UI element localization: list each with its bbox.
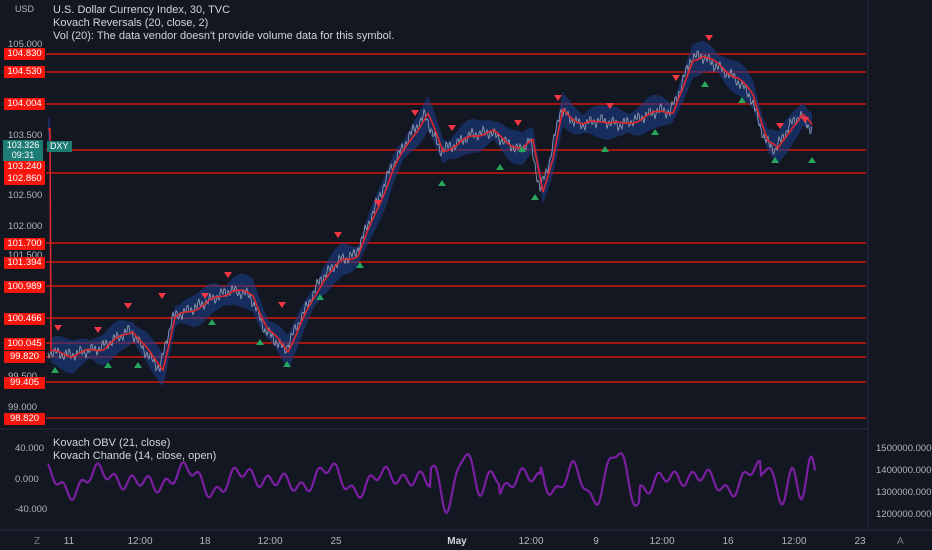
price-tick: 105.000 bbox=[8, 39, 43, 50]
symbol-tag: DXY bbox=[47, 141, 72, 152]
time-tick: 12:00 bbox=[649, 536, 675, 547]
time-tick: 18 bbox=[199, 536, 211, 547]
time-tick: May bbox=[447, 536, 467, 547]
envelope-band bbox=[48, 40, 812, 387]
buy-reversal-marker bbox=[771, 157, 779, 163]
study-volume[interactable]: Vol (20): The data vendor doesn't provid… bbox=[53, 30, 395, 42]
sell-reversal-marker bbox=[224, 272, 232, 278]
level-label: 102.860 bbox=[4, 173, 45, 185]
buy-reversal-marker bbox=[283, 361, 291, 367]
price-tick: 103.500 bbox=[8, 130, 43, 141]
buy-reversal-marker bbox=[104, 362, 112, 368]
sell-reversal-marker bbox=[776, 123, 784, 129]
kovach-chande-line bbox=[47, 452, 817, 514]
moving-average-line bbox=[47, 55, 813, 372]
time-tick: 12:00 bbox=[127, 536, 153, 547]
price-tick: 102.000 bbox=[8, 221, 43, 232]
buy-reversal-marker bbox=[356, 262, 364, 268]
sell-reversal-marker bbox=[448, 125, 456, 131]
buy-reversal-marker bbox=[134, 362, 142, 368]
level-label: 104.004 bbox=[4, 98, 45, 110]
level-label: 104.830 bbox=[4, 48, 45, 60]
level-label: 104.530 bbox=[4, 66, 45, 78]
buy-reversal-marker bbox=[208, 319, 216, 325]
level-label: 100.466 bbox=[4, 313, 45, 325]
sell-reversal-marker bbox=[54, 325, 62, 331]
buy-reversal-marker bbox=[701, 81, 709, 87]
time-tick: 16 bbox=[722, 536, 734, 547]
level-label: 99.405 bbox=[4, 377, 45, 389]
current-price-badge: 103.326 09:31 bbox=[3, 140, 43, 161]
sell-reversal-marker bbox=[514, 120, 522, 126]
obv-tick: 1200000.000 bbox=[876, 509, 932, 520]
sell-reversal-marker bbox=[705, 35, 713, 41]
level-label: 100.045 bbox=[4, 338, 45, 350]
sell-reversal-marker bbox=[94, 327, 102, 333]
reversal-markers bbox=[51, 35, 816, 373]
level-label: 101.700 bbox=[4, 238, 45, 250]
obv-tick: 1300000.000 bbox=[876, 487, 932, 498]
buy-reversal-marker bbox=[316, 294, 324, 300]
study-kovach-chande[interactable]: Kovach Chande (14, close, open) bbox=[53, 450, 217, 462]
current-price: 103.326 bbox=[6, 140, 40, 150]
study-kovach-reversals[interactable]: Kovach Reversals (20, close, 2) bbox=[53, 17, 209, 29]
time-tick: 25 bbox=[330, 536, 342, 547]
buy-reversal-marker bbox=[531, 194, 539, 200]
currency-label: USD bbox=[15, 4, 35, 14]
timezone-icon[interactable]: Z bbox=[34, 536, 41, 547]
level-label: 100.989 bbox=[4, 281, 45, 293]
obv-tick: 1500000.000 bbox=[876, 443, 932, 454]
sell-reversal-marker bbox=[278, 302, 286, 308]
level-label: 103.240 bbox=[4, 161, 45, 173]
time-tick: 11 bbox=[63, 536, 75, 547]
sell-reversal-marker bbox=[158, 293, 166, 299]
buy-reversal-marker bbox=[738, 97, 746, 103]
sell-reversal-marker bbox=[801, 117, 809, 123]
buy-reversal-marker bbox=[651, 129, 659, 135]
sell-reversal-marker bbox=[201, 293, 209, 299]
study-kovach-obv[interactable]: Kovach OBV (21, close) bbox=[53, 437, 171, 449]
time-tick: 9 bbox=[593, 536, 599, 547]
price-tick: 99.500 bbox=[8, 371, 37, 382]
sell-reversal-marker bbox=[334, 232, 342, 238]
buy-reversal-marker bbox=[518, 146, 526, 152]
buy-reversal-marker bbox=[438, 180, 446, 186]
buy-reversal-marker bbox=[51, 367, 59, 373]
oscillator-tick: 40.000 bbox=[15, 443, 45, 454]
oscillator-tick: -40.000 bbox=[15, 504, 48, 515]
level-label: 101.394 bbox=[4, 257, 45, 269]
price-line bbox=[47, 49, 813, 373]
bar-countdown: 09:31 bbox=[11, 150, 35, 160]
buy-reversal-marker bbox=[496, 164, 504, 170]
sell-reversal-marker bbox=[374, 200, 382, 206]
oscillator-tick: 0.000 bbox=[15, 474, 39, 485]
time-tick: 12:00 bbox=[518, 536, 544, 547]
sell-reversal-marker bbox=[672, 75, 680, 81]
sell-reversal-marker bbox=[124, 303, 132, 309]
sell-reversal-marker bbox=[606, 103, 614, 109]
time-tick: 12:00 bbox=[257, 536, 283, 547]
auto-scale-icon[interactable]: A bbox=[897, 536, 904, 547]
support-resistance-lines bbox=[46, 53, 866, 419]
time-tick: 23 bbox=[854, 536, 866, 547]
price-tick: 101.500 bbox=[8, 250, 43, 261]
sell-reversal-marker bbox=[411, 110, 419, 116]
level-label: 98.820 bbox=[4, 413, 45, 425]
buy-reversal-marker bbox=[256, 339, 264, 345]
time-tick: 12:00 bbox=[781, 536, 807, 547]
sell-reversal-marker bbox=[554, 95, 562, 101]
price-tick: 99.000 bbox=[8, 402, 38, 413]
buy-reversal-marker bbox=[601, 146, 609, 152]
symbol-title[interactable]: U.S. Dollar Currency Index, 30, TVC bbox=[53, 4, 231, 16]
obv-tick: 1400000.000 bbox=[876, 465, 932, 476]
price-tick: 102.500 bbox=[8, 190, 43, 201]
level-label: 99.820 bbox=[4, 351, 45, 363]
buy-reversal-marker bbox=[808, 157, 816, 163]
